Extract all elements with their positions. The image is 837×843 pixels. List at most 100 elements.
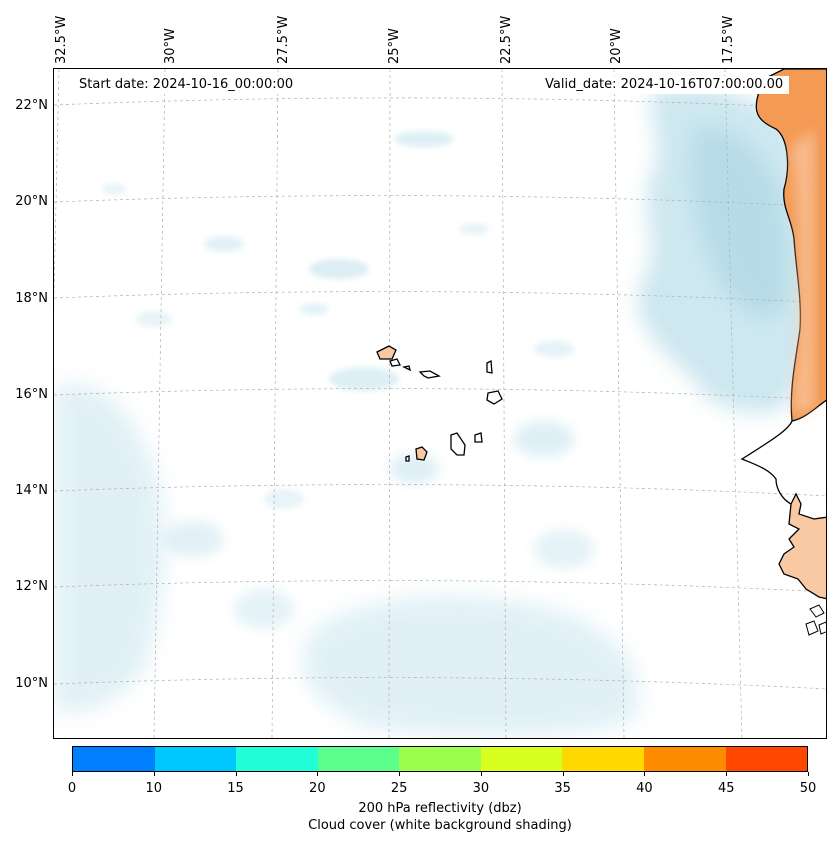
- cloud-patch: [204, 236, 244, 252]
- lon-gridline-25w: [388, 69, 391, 738]
- colorbar-tick-label: 35: [554, 781, 571, 796]
- cloud-patch: [459, 223, 489, 235]
- cloud-band-south: [302, 595, 640, 736]
- colorbar-tick: [480, 772, 482, 776]
- colorbar-tick-label: 15: [227, 781, 244, 796]
- colorbar-segment: [725, 747, 808, 771]
- island-sal: [486, 359, 493, 374]
- lon-gridline-27-5w: [271, 69, 279, 738]
- colorbar-tick-label: 25: [390, 781, 408, 796]
- map-panel[interactable]: [53, 68, 827, 739]
- lon-label-20w: 20°W: [609, 28, 624, 64]
- lat-label-18n: 18°N: [15, 291, 48, 306]
- start-date-label: Start date: 2024-10-16_00:00:00: [73, 76, 300, 94]
- cloud-patch: [299, 303, 329, 315]
- colorbar-tick: [72, 772, 73, 776]
- lat-gridline-18n: [54, 291, 826, 304]
- colorbar-segment: [154, 747, 237, 771]
- cloud-patch: [234, 589, 294, 629]
- lon-label-25w: 25°W: [387, 28, 402, 64]
- colorbar-segment: [562, 747, 644, 771]
- lon-gridline-22-5w: [501, 69, 507, 738]
- colorbar-tick-label: 20: [309, 781, 326, 796]
- island-maio: [474, 432, 483, 443]
- colorbar-segment: [73, 747, 155, 771]
- colorbar-tick: [562, 772, 564, 776]
- cape-verde-islands: [376, 345, 503, 462]
- senegal-coast: [740, 420, 793, 505]
- map-canvas[interactable]: [54, 69, 827, 739]
- colorbar-tick: [235, 772, 237, 776]
- lon-label-30w: 30°W: [163, 28, 178, 64]
- cloud-patch: [136, 311, 172, 327]
- colorbar-segment: [317, 747, 400, 771]
- lat-label-20n: 20°N: [15, 194, 48, 209]
- lat-gridline-16n: [54, 388, 826, 401]
- colorbar-segment: [643, 747, 726, 771]
- colorbar-tick-label: 30: [472, 781, 490, 796]
- colorbar-segment: [236, 747, 318, 771]
- cloud-patch: [309, 259, 369, 279]
- colorbar-tick: [399, 772, 401, 776]
- lon-label-22-5w: 22.5°W: [499, 15, 514, 64]
- cloud-patch: [534, 341, 574, 357]
- cloud-patch: [389, 454, 439, 484]
- cloud-band-east-core: [691, 127, 789, 318]
- colorbar-tick: [726, 772, 728, 776]
- colorbar-segment: [480, 747, 563, 771]
- colorbar-tick-label: 50: [799, 781, 817, 796]
- colorbar-tick: [317, 772, 319, 776]
- island-brava: [405, 455, 410, 462]
- lon-label-17-5w: 17.5°W: [721, 15, 736, 64]
- lon-label-27-5w: 27.5°W: [276, 15, 291, 64]
- bijagos-islands: [809, 604, 825, 618]
- lat-label-12n: 12°N: [15, 579, 48, 594]
- cloud-patch: [394, 131, 454, 147]
- lon-label-32-5w: 32.5°W: [54, 15, 69, 64]
- cloud-patch: [329, 367, 399, 391]
- island-fogo: [415, 446, 428, 461]
- lat-label-16n: 16°N: [15, 387, 48, 402]
- colorbar: [72, 746, 808, 772]
- island-boa-vista: [486, 390, 503, 405]
- colorbar-tick-label: 0: [67, 781, 77, 796]
- bijagos-islands-2: [805, 620, 819, 636]
- cloud-patch: [164, 521, 224, 557]
- island-santiago: [450, 432, 466, 456]
- island-sao-nicolau: [418, 370, 441, 379]
- colorbar-tick: [644, 772, 646, 776]
- island-santo-antao: [376, 345, 397, 360]
- lon-gridline-17-5w: [724, 69, 743, 738]
- colorbar-tick-label: 10: [145, 781, 163, 796]
- lat-gridline-12n: [54, 580, 826, 593]
- west-africa-land: [740, 69, 826, 636]
- colorbar-tick: [808, 772, 809, 776]
- lat-label-14n: 14°N: [15, 483, 48, 498]
- cloud-cover-shading: [54, 85, 814, 736]
- lat-label-22n: 22°N: [15, 98, 48, 113]
- lat-label-10n: 10°N: [15, 676, 48, 691]
- bijagos-islands-3: [818, 621, 826, 635]
- gridlines: [54, 69, 826, 738]
- cloud-band-west: [54, 383, 165, 713]
- colorbar-sublabel: Cloud cover (white background shading): [308, 818, 572, 833]
- island-santa-luzia: [402, 365, 411, 372]
- colorbar-label: 200 hPa reflectivity (dbz): [358, 801, 522, 816]
- cloud-patch: [264, 489, 304, 509]
- lat-gridline-14n: [54, 484, 826, 497]
- cloud-patch: [534, 529, 594, 569]
- valid-date-label: Valid_date: 2024-10-16T07:00:00.00: [539, 76, 790, 94]
- cloud-patch: [514, 421, 574, 457]
- colorbar-segment: [399, 747, 481, 771]
- lon-gridline-30w: [153, 69, 166, 738]
- mauritania-coast-inner: [790, 129, 814, 414]
- lat-gridline-20n: [54, 195, 826, 208]
- island-sao-vicente: [389, 358, 401, 367]
- colorbar-tick-label: 45: [717, 781, 735, 796]
- colorbar-tick: [153, 772, 155, 776]
- lat-gridline-10n: [54, 677, 826, 690]
- cloud-patch: [102, 183, 126, 195]
- gambia-guinea-bissau: [778, 492, 826, 600]
- colorbar-tick-label: 40: [636, 781, 653, 796]
- lon-gridline-20w: [613, 69, 625, 738]
